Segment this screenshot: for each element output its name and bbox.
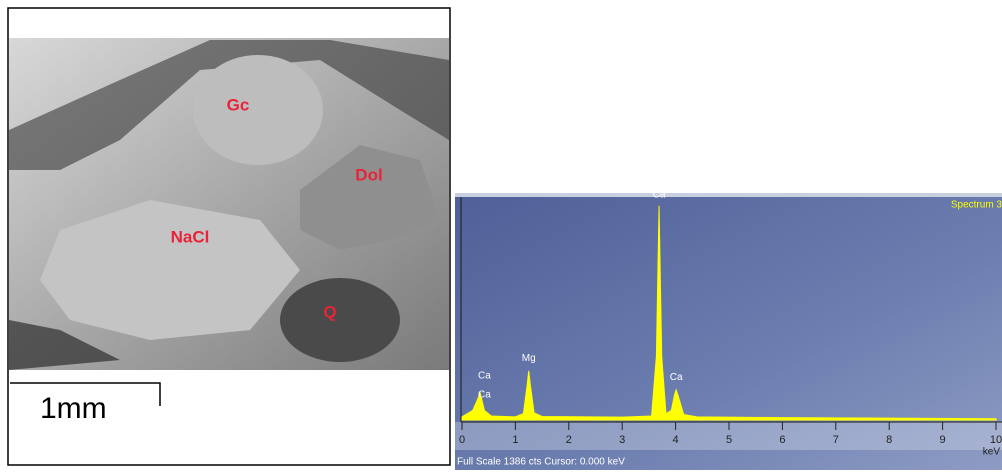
peak-label: Ca (653, 190, 666, 201)
x-tick-label: 5 (726, 434, 732, 446)
peak-label: Ca (478, 371, 491, 382)
figure: Gc Dol NaCl Q 1mm Spectrum 3 keV Full Sc… (0, 0, 1002, 470)
mineral-label: NaCl (171, 227, 210, 246)
x-tick-label: 6 (779, 434, 785, 446)
x-tick-label: 4 (673, 434, 679, 446)
x-axis-label: keV (983, 447, 1001, 458)
x-tick-label: 0 (459, 434, 465, 446)
x-tick-label: 2 (566, 434, 572, 446)
x-tick-label: 9 (940, 434, 946, 446)
x-tick-label: 10 (990, 434, 1002, 446)
x-tick-label: 7 (833, 434, 839, 446)
mineral-label: Dol (355, 165, 382, 184)
peak-label: Ca (670, 372, 683, 383)
peak-label: Ca (478, 390, 491, 401)
page: {"image": {"labels": ["Gc", "Dol", "NaCl… (0, 0, 1002, 470)
x-tick-label: 3 (619, 434, 625, 446)
x-tick-label: 8 (886, 434, 892, 446)
peak-label: Mg (522, 353, 536, 364)
spectrum: Spectrum 3 keV Full Scale 1386 cts Curso… (455, 190, 1002, 470)
x-tick-label: 1 (512, 434, 518, 446)
scale-label: 1mm (40, 392, 107, 425)
mineral-label: Gc (227, 95, 250, 114)
footer: Full Scale 1386 cts Cursor: 0.000 keV (457, 457, 625, 468)
spectrum-title: Spectrum 3 (951, 200, 1002, 211)
mineral-label: Q (323, 302, 336, 321)
sem-image: Gc Dol NaCl Q 1mm (8, 8, 450, 465)
